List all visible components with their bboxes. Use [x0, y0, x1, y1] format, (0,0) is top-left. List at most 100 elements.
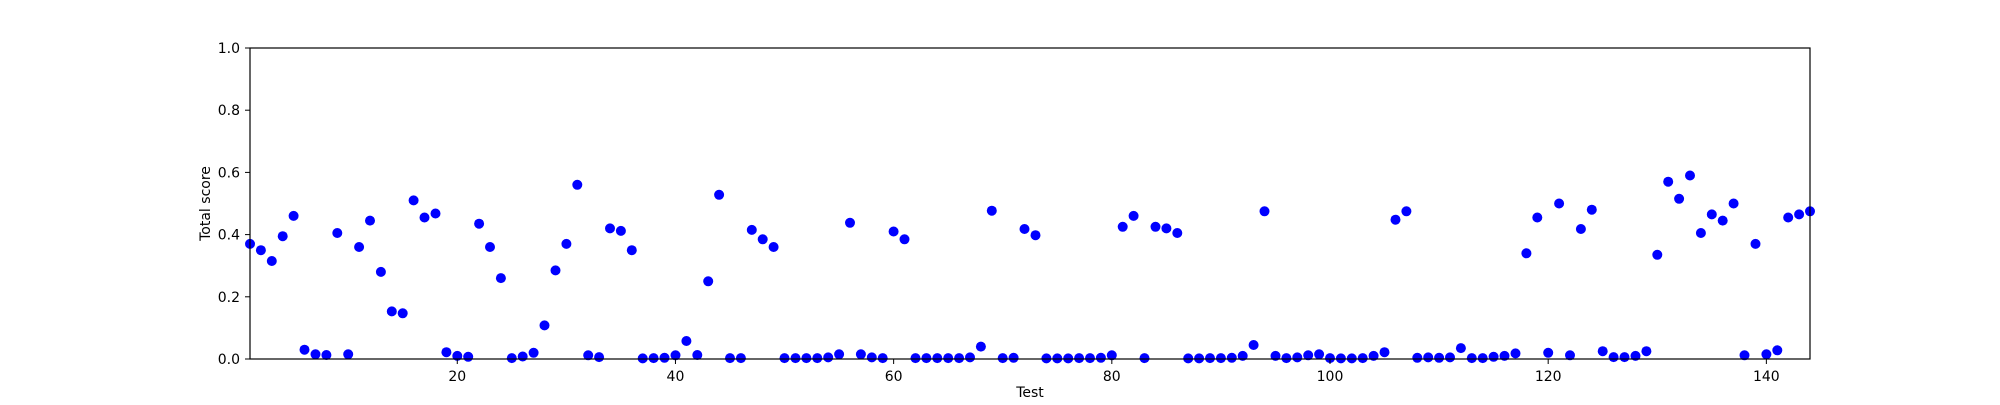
- data-point: [921, 353, 932, 364]
- x-tick-label: 120: [1535, 369, 1562, 385]
- data-point: [1783, 212, 1794, 223]
- data-point: [725, 353, 735, 364]
- data-point: [1095, 352, 1106, 363]
- data-point: [1543, 347, 1554, 358]
- data-point: [1390, 214, 1401, 225]
- data-point: [375, 266, 386, 277]
- data-point: [1772, 345, 1783, 356]
- data-point: [1488, 351, 1499, 362]
- data-point: [1215, 353, 1226, 364]
- data-point: [310, 349, 321, 360]
- y-tick-label: 0.8: [218, 103, 240, 119]
- data-point: [605, 223, 615, 234]
- data-point: [910, 353, 921, 364]
- data-point: [463, 351, 474, 362]
- data-point: [681, 336, 692, 346]
- data-point: [1325, 353, 1335, 364]
- data-point: [561, 238, 572, 249]
- data-point: [255, 245, 266, 256]
- data-point: [1717, 215, 1728, 226]
- data-point: [1128, 210, 1139, 221]
- data-point: [1586, 204, 1597, 215]
- data-point: [975, 341, 986, 352]
- data-point: [965, 352, 975, 363]
- data-point: [1674, 193, 1685, 204]
- data-point: [834, 349, 845, 360]
- y-tick-label: 0.0: [218, 352, 240, 368]
- data-point: [1532, 212, 1543, 223]
- data-point: [1172, 228, 1183, 238]
- data-point: [801, 353, 812, 364]
- x-tick-label: 140: [1753, 369, 1780, 385]
- data-point: [932, 353, 943, 364]
- data-point: [659, 352, 670, 363]
- data-point: [277, 231, 288, 242]
- data-point: [855, 349, 866, 360]
- data-point: [812, 353, 823, 364]
- data-point: [1641, 346, 1652, 357]
- data-point: [572, 179, 583, 190]
- data-point: [648, 353, 659, 364]
- data-point: [866, 352, 877, 363]
- data-point: [1739, 350, 1750, 361]
- data-point: [550, 265, 561, 276]
- data-point: [1281, 353, 1292, 364]
- data-point: [1357, 353, 1368, 364]
- data-point: [1205, 353, 1215, 364]
- data-point: [354, 242, 365, 252]
- data-point: [779, 353, 790, 364]
- data-point: [888, 226, 899, 237]
- data-point: [1728, 198, 1739, 209]
- y-tick-label: 0.2: [218, 290, 240, 306]
- x-axis-ticks: 20 40 60 80 100 120 140: [448, 359, 1780, 385]
- data-point: [1019, 224, 1030, 234]
- data-point: [1663, 176, 1674, 187]
- data-point: [703, 276, 714, 287]
- data-point: [528, 347, 539, 358]
- y-tick-label: 1.0: [218, 41, 240, 57]
- data-point: [474, 218, 485, 229]
- data-point: [343, 349, 354, 360]
- x-tick-label: 60: [885, 369, 903, 385]
- data-points: [245, 170, 1815, 364]
- data-point: [845, 217, 855, 228]
- data-point: [1706, 209, 1717, 220]
- data-point: [757, 234, 768, 245]
- data-point: [299, 344, 310, 355]
- data-point: [1248, 340, 1259, 350]
- data-point: [1423, 352, 1434, 363]
- data-point: [735, 353, 746, 364]
- data-point: [615, 225, 626, 236]
- data-point: [746, 224, 757, 235]
- data-point: [506, 353, 517, 364]
- data-point: [1750, 238, 1761, 249]
- data-point: [1150, 221, 1161, 232]
- data-point: [1521, 248, 1532, 259]
- data-point: [430, 208, 441, 219]
- data-point: [1259, 206, 1270, 217]
- data-point: [954, 353, 965, 364]
- data-point: [386, 306, 397, 317]
- data-point: [539, 320, 550, 331]
- x-axis-label: Test: [1015, 385, 1044, 400]
- data-point: [1379, 347, 1390, 358]
- data-point: [1608, 352, 1619, 363]
- data-point: [1074, 353, 1085, 364]
- data-point: [768, 242, 779, 252]
- data-point: [365, 215, 375, 226]
- data-point: [1652, 249, 1663, 260]
- data-point: [1303, 350, 1314, 361]
- data-point: [332, 228, 343, 238]
- data-point: [1226, 352, 1237, 363]
- data-point: [321, 350, 332, 360]
- data-point: [1117, 221, 1128, 232]
- x-tick-label: 80: [1103, 369, 1121, 385]
- data-point: [1085, 353, 1095, 364]
- x-tick-label: 20: [448, 369, 466, 385]
- data-point: [1106, 350, 1117, 361]
- data-point: [1685, 170, 1695, 181]
- data-point: [997, 353, 1008, 364]
- data-point: [1466, 353, 1477, 364]
- data-point: [517, 351, 528, 362]
